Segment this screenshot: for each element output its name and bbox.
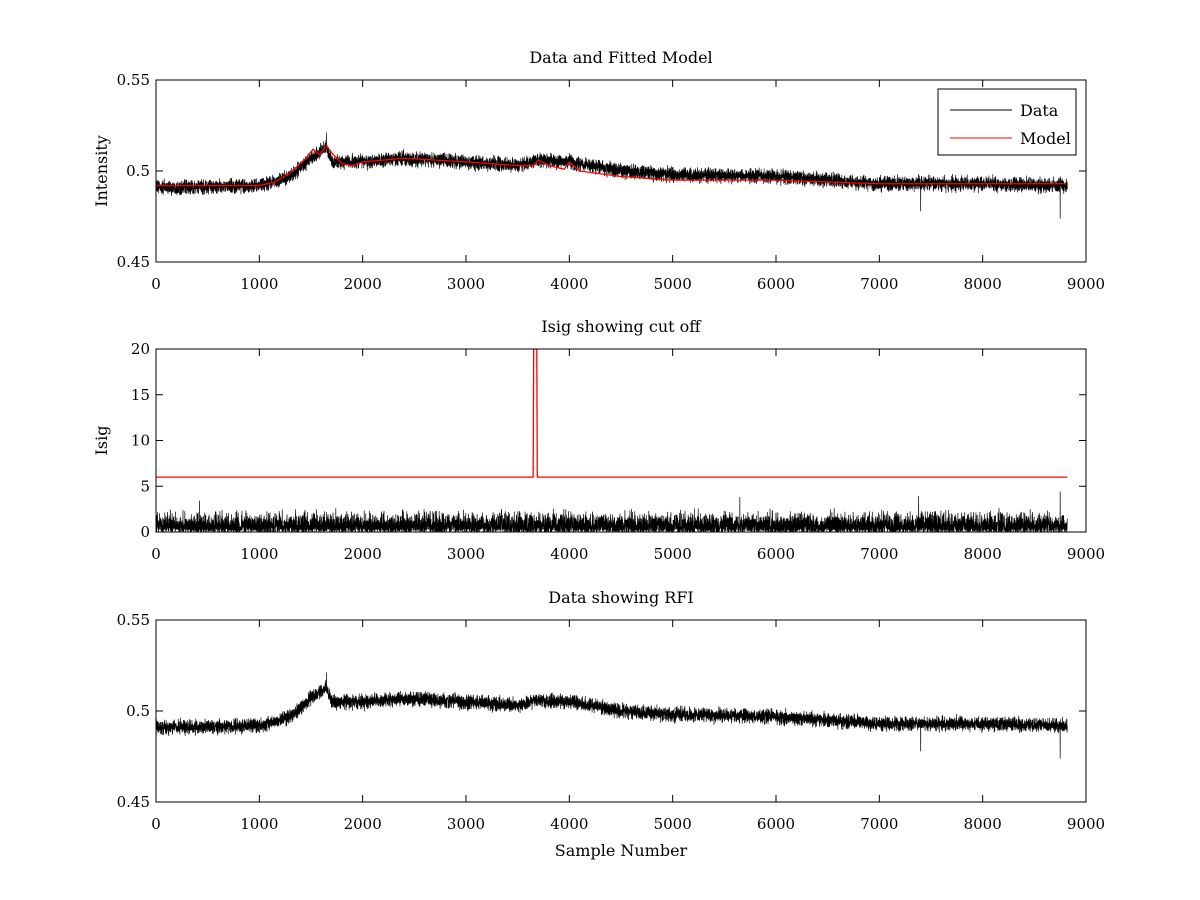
chart-1-xtick-label-7: 7000 [860, 275, 898, 293]
chart-1-ytick-label-2: 0.55 [117, 71, 150, 89]
chart-3-xtick-label-2: 2000 [344, 815, 382, 833]
chart-3: 0 1000 2000 3000 4000 5000 6000 7000 8000 9000 0.4… [117, 588, 1106, 860]
chart-1-xtick-label-8: 8000 [964, 275, 1002, 293]
chart-2-xtick-label-3: 3000 [447, 545, 485, 563]
chart-1: 0 1000 2000 3000 4000 5000 6000 7000 8000 9000 0.4… [92, 48, 1105, 293]
chart-1-series-group [156, 132, 1068, 219]
chart-1-xtick-label-2: 2000 [344, 275, 382, 293]
chart-2-ytick-label-1: 5 [140, 477, 150, 495]
chart-1-ylabel: Intensity [92, 135, 111, 207]
chart-3-series-data-line [156, 672, 1068, 759]
chart-3-xtick-label-6: 6000 [757, 815, 795, 833]
chart-2-ylabel: Isig [92, 426, 111, 456]
chart-1-xtick-label-1: 1000 [240, 275, 278, 293]
chart-1-legend: Data Model [937, 88, 1077, 156]
chart-1-xtick-label-5: 5000 [654, 275, 692, 293]
chart-2-xtick-label-4: 4000 [550, 545, 588, 563]
chart-3-xtick-label-7: 7000 [860, 815, 898, 833]
chart-2-xtick-label-7: 7000 [860, 545, 898, 563]
chart-3-xtick-label-1: 1000 [240, 815, 278, 833]
chart-3-xtick-label-8: 8000 [964, 815, 1002, 833]
chart-1-xtick-label-6: 6000 [757, 275, 795, 293]
chart-2: 0 1000 2000 3000 4000 5000 6000 7000 8000 9000 0 5 1… [92, 317, 1105, 563]
chart-1-xtick-label-0: 0 [151, 275, 161, 293]
chart-2-title: Isig showing cut off [541, 317, 702, 336]
chart-2-series-isig-line [156, 491, 1068, 532]
chart-3-title: Data showing RFI [548, 588, 693, 607]
chart-2-xtick-label-1: 1000 [240, 545, 278, 563]
chart-1-legend-label-model: Model [1020, 129, 1071, 148]
chart-1-ytick-label-0: 0.45 [117, 253, 150, 271]
chart-1-xtick-label-3: 3000 [447, 275, 485, 293]
chart-2-xtick-label-0: 0 [151, 545, 161, 563]
chart-3-series-group [156, 672, 1068, 759]
chart-3-xtick-label-5: 5000 [654, 815, 692, 833]
chart-1-series-data-line [156, 132, 1068, 219]
chart-1-legend-box [937, 88, 1077, 156]
chart-1-xtick-label-4: 4000 [550, 275, 588, 293]
chart-2-ytick-label-0: 0 [140, 523, 150, 541]
chart-1-title: Data and Fitted Model [529, 48, 712, 67]
chart-2-series-cut-off-line [156, 349, 1068, 478]
chart-3-ytick-label-0: 0.45 [117, 793, 150, 811]
chart-3-ytick-label-2: 0.55 [117, 611, 150, 629]
chart-2-ytick-label-4: 20 [131, 340, 150, 358]
chart-2-xtick-label-2: 2000 [344, 545, 382, 563]
chart-2-ytick-label-3: 15 [131, 386, 150, 404]
chart-2-xtick-label-9: 9000 [1067, 545, 1105, 563]
chart-3-xtick-label-0: 0 [151, 815, 161, 833]
chart-1-xtick-label-9: 9000 [1067, 275, 1105, 293]
chart-2-xtick-label-8: 8000 [964, 545, 1002, 563]
chart-3-xlabel: Sample Number [555, 841, 688, 860]
chart-1-ytick-label-1: 0.5 [126, 162, 150, 180]
chart-3-xtick-label-9: 9000 [1067, 815, 1105, 833]
chart-2-ytick-label-2: 10 [131, 432, 150, 450]
chart-3-ytick-label-1: 0.5 [126, 702, 150, 720]
chart-2-xtick-label-6: 6000 [757, 545, 795, 563]
chart-3-xtick-label-3: 3000 [447, 815, 485, 833]
chart-2-series-group [156, 349, 1068, 532]
chart-2-xtick-label-5: 5000 [654, 545, 692, 563]
panels: 0 1000 2000 3000 4000 5000 6000 7000 8000 90000.4… [92, 48, 1105, 860]
chart-1-series-model-line [156, 144, 1066, 187]
chart-1-legend-label-data: Data [1020, 101, 1059, 120]
chart-3-xtick-label-4: 4000 [550, 815, 588, 833]
